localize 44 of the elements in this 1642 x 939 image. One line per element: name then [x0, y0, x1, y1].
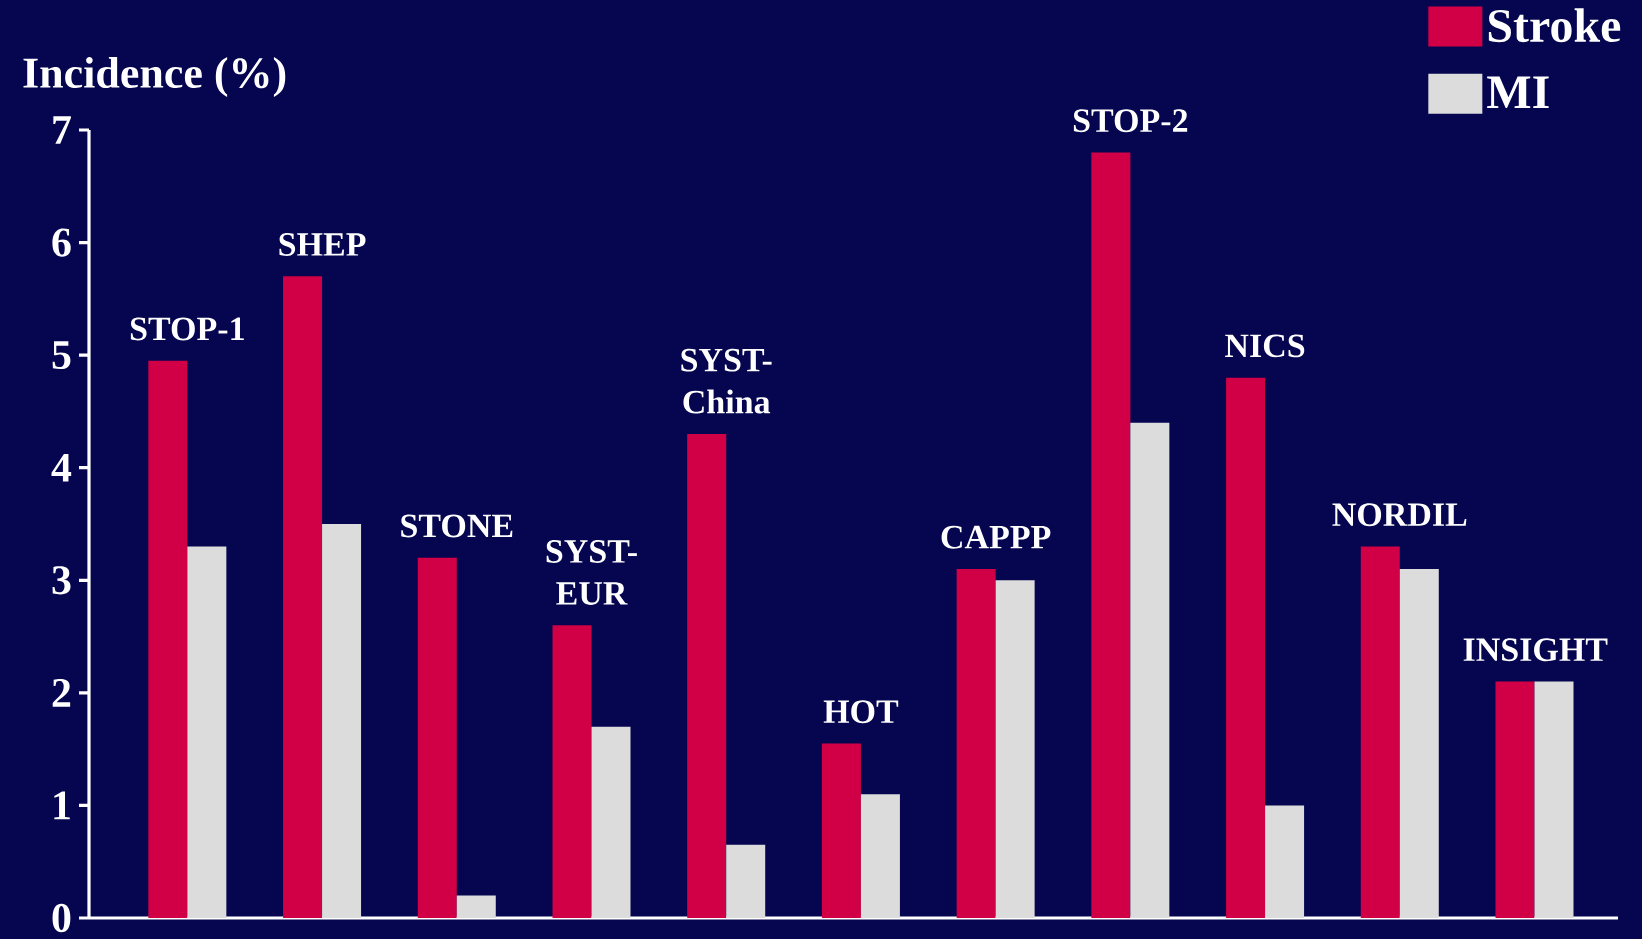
bar	[1091, 152, 1131, 918]
x-tick-label: CAPPP	[941, 525, 1051, 549]
bar	[1226, 377, 1266, 918]
bar	[860, 794, 900, 918]
y-tick-label: 5	[52, 341, 71, 370]
bar	[726, 844, 766, 918]
bar	[1130, 422, 1170, 918]
x-tick-label: STOP-2	[1073, 109, 1188, 133]
x-tick-label: SHEP	[279, 233, 366, 256]
bar	[591, 726, 631, 918]
bar	[821, 743, 861, 918]
bar	[1399, 569, 1439, 918]
legend-label: MI	[1487, 76, 1549, 109]
x-tick-label: STONE	[401, 514, 513, 538]
y-tick-label: 0	[52, 903, 71, 933]
x-tick-label: STOP-1	[130, 317, 244, 341]
x-tick-label: NORDIL	[1332, 503, 1467, 527]
bar	[687, 433, 727, 918]
y-tick-label: 6	[52, 228, 71, 257]
y-tick-label: 7	[53, 116, 71, 144]
bar	[1360, 546, 1400, 918]
bar	[322, 524, 362, 918]
bar	[995, 580, 1035, 918]
x-tick-label: NICS	[1225, 334, 1305, 358]
y-tick-label: 2	[52, 678, 71, 707]
y-tick-label: 1	[54, 791, 70, 820]
bar	[417, 557, 457, 918]
y-axis-title: Incidence (%)	[23, 57, 286, 97]
bar	[956, 569, 996, 918]
bar	[1495, 681, 1535, 918]
bar	[456, 895, 496, 918]
x-tick-label: SYST-China	[681, 348, 772, 414]
bar	[1265, 805, 1305, 918]
bar	[187, 546, 227, 918]
x-tick-label: INSIGHT	[1463, 638, 1608, 662]
bar	[1534, 681, 1574, 918]
y-tick-label: 3	[52, 566, 71, 595]
bar	[148, 360, 188, 918]
legend-label: Stroke	[1488, 8, 1621, 43]
x-tick-label: SYST-EUR	[546, 540, 637, 605]
bar	[283, 276, 323, 918]
y-tick-label: 4	[51, 453, 72, 482]
bar	[552, 625, 592, 918]
x-tick-label: HOT	[823, 700, 899, 724]
